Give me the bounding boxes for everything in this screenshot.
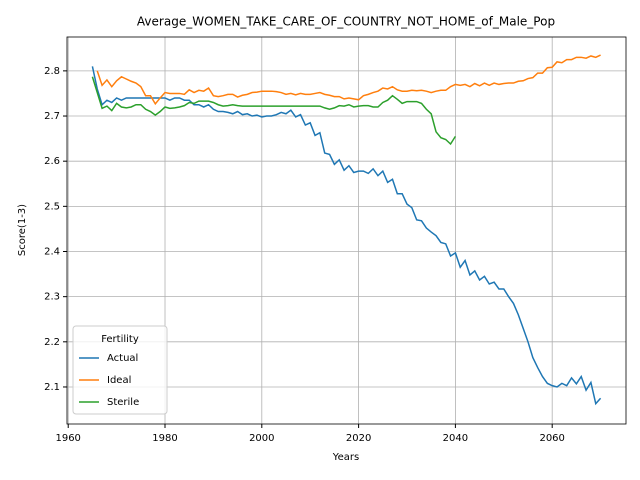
legend-label: Sterile — [107, 397, 139, 408]
y-tick-label: 2.8 — [44, 66, 60, 77]
series-line — [96, 54, 601, 106]
y-tick-label: 2.5 — [44, 201, 60, 212]
y-tick-label: 2.7 — [44, 111, 60, 122]
x-tick-label: 2020 — [346, 433, 371, 444]
x-tick-label: 1980 — [152, 433, 177, 444]
series-line — [91, 76, 457, 146]
legend-title: Fertility — [101, 334, 139, 345]
y-tick-label: 2.2 — [44, 337, 60, 348]
series-line — [91, 66, 602, 406]
x-tick-label: 1960 — [55, 433, 80, 444]
y-tick-label: 2.1 — [44, 382, 60, 393]
x-tick-label: 2040 — [443, 433, 468, 444]
y-tick-label: 2.3 — [44, 292, 60, 303]
y-axis-label: Score(1-3) — [17, 204, 28, 256]
x-axis-label: Years — [332, 452, 359, 463]
legend-box — [72, 325, 168, 415]
y-tick-label: 2.6 — [44, 156, 60, 167]
chart-title: Average_WOMEN_TAKE_CARE_OF_COUNTRY_NOT_H… — [137, 15, 555, 29]
y-tick-label: 2.4 — [44, 246, 60, 257]
x-tick-label: 2060 — [539, 433, 564, 444]
legend-label: Ideal — [107, 375, 131, 386]
legend-label: Actual — [107, 353, 138, 364]
legend: Fertility Actual Ideal Sterile — [72, 325, 168, 415]
plot-frame — [66, 36, 627, 425]
x-tick-label: 2000 — [249, 433, 274, 444]
